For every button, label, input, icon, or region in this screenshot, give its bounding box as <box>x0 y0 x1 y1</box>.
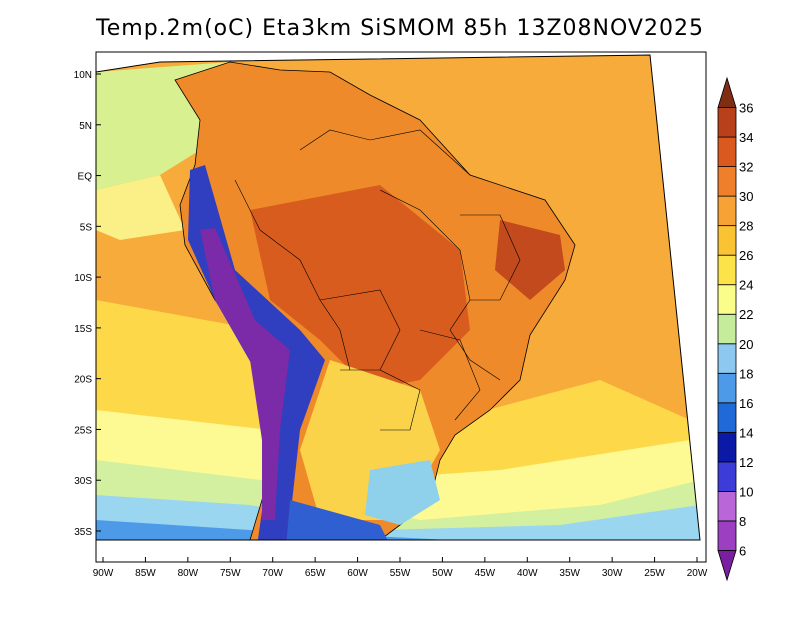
colorbar-label: 22 <box>739 307 753 322</box>
colorbar-label: 36 <box>739 101 753 116</box>
lon-tick-label: 20W <box>687 568 708 579</box>
lon-tick-label: 60W <box>347 568 368 579</box>
colorbar-label: 8 <box>739 514 746 529</box>
colorbar-label: 34 <box>739 130 753 145</box>
colorbar-label: 26 <box>739 248 753 263</box>
axes-box <box>95 51 707 563</box>
lon-tick-label: 35W <box>559 568 580 579</box>
northeast-hot-zone <box>495 220 565 300</box>
colorbar-swatch <box>717 550 737 582</box>
colorbar-swatch <box>717 166 737 197</box>
lat-tick-label: 25S <box>74 425 92 436</box>
lat-tick-label: 15S <box>74 324 92 335</box>
colorbar-label: 20 <box>739 337 753 352</box>
lat-tick-label: EQ <box>78 172 93 183</box>
colorbar-swatch <box>717 284 737 315</box>
colorbar-swatch <box>717 313 737 345</box>
colorbar-swatch <box>717 520 737 551</box>
lon-tick-label: 40W <box>517 568 538 579</box>
longitude-axis: 90W 85W 80W 75W 70W 65W 60W 55W 50W 45W 40W 35W 30W 2… <box>93 557 708 579</box>
map-title: Temp.2m(oC) Eta3km SiSMOM 85h 13Z08NOV20… <box>96 16 704 41</box>
border-brazil-west <box>299 129 471 176</box>
border-paraguay <box>379 369 421 431</box>
lat-tick-label: 35S <box>74 527 92 538</box>
lon-tick-label: 25W <box>644 568 665 579</box>
colorbar-swatch <box>717 225 737 256</box>
lon-tick-label: 90W <box>93 568 114 579</box>
border-bolivia <box>319 289 401 371</box>
colorbar-label: 24 <box>739 278 753 293</box>
colorbar-swatch <box>717 402 737 433</box>
colorbar-swatch <box>717 372 737 404</box>
colorbar-swatch <box>717 107 737 138</box>
colorbar-label: 30 <box>739 189 753 204</box>
uruguay-cool <box>365 460 440 525</box>
lon-tick-label: 45W <box>475 568 496 579</box>
colorbar-label: 14 <box>739 425 753 440</box>
lon-tick-label: 85W <box>135 568 156 579</box>
lon-tick-label: 50W <box>432 568 453 579</box>
andes-colder-zone <box>200 228 290 520</box>
country-borders <box>234 129 521 431</box>
colorbar-label: 28 <box>739 219 753 234</box>
pacific-mild-zone <box>96 175 185 240</box>
temperature-colorbar: 6 8 10 12 14 16 18 20 22 24 26 28 30 32 34 36 <box>717 76 753 582</box>
colorbar-swatch <box>717 431 737 463</box>
map-domain <box>96 55 700 540</box>
colorbar-swatch <box>717 461 737 492</box>
colorbar-label: 10 <box>739 484 753 499</box>
interior-hot-zone <box>250 185 470 390</box>
south-band-18 <box>96 520 450 540</box>
colorbar-swatch <box>717 491 737 522</box>
lon-tick-label: 75W <box>220 568 241 579</box>
colorbar-swatch <box>717 76 737 108</box>
south-band-20 <box>96 495 700 540</box>
lat-tick-label: 30S <box>74 476 92 487</box>
colorbar-label: 32 <box>739 160 753 175</box>
lon-tick-label: 30W <box>602 568 623 579</box>
lat-tick-label: 5N <box>79 121 92 132</box>
lat-tick-label: 5S <box>80 222 93 233</box>
colorbar-swatch <box>717 343 737 374</box>
border-southeast <box>419 329 481 421</box>
lat-tick-label: 10N <box>74 70 92 81</box>
lon-tick-label: 80W <box>178 568 199 579</box>
lon-tick-label: 65W <box>305 568 326 579</box>
colorbar-label: 16 <box>739 396 753 411</box>
border-andes-line <box>234 179 351 371</box>
latitude-axis: 10N 5N EQ 5S 10S 15S 20S 25S 30S 35S <box>74 70 101 538</box>
colorbar-swatch <box>717 195 737 227</box>
colorbar-label: 18 <box>739 366 753 381</box>
lon-tick-label: 70W <box>262 568 283 579</box>
lat-tick-label: 10S <box>74 273 92 284</box>
colorbar-swatch <box>717 254 737 286</box>
patagonia-cold-zone <box>285 500 390 540</box>
colorbar-label: 12 <box>739 455 753 470</box>
colorbar-label: 6 <box>739 543 746 558</box>
lat-tick-label: 20S <box>74 375 92 386</box>
colorbar-swatch <box>717 136 737 167</box>
border-northeast <box>460 214 521 301</box>
lon-tick-label: 55W <box>390 568 411 579</box>
